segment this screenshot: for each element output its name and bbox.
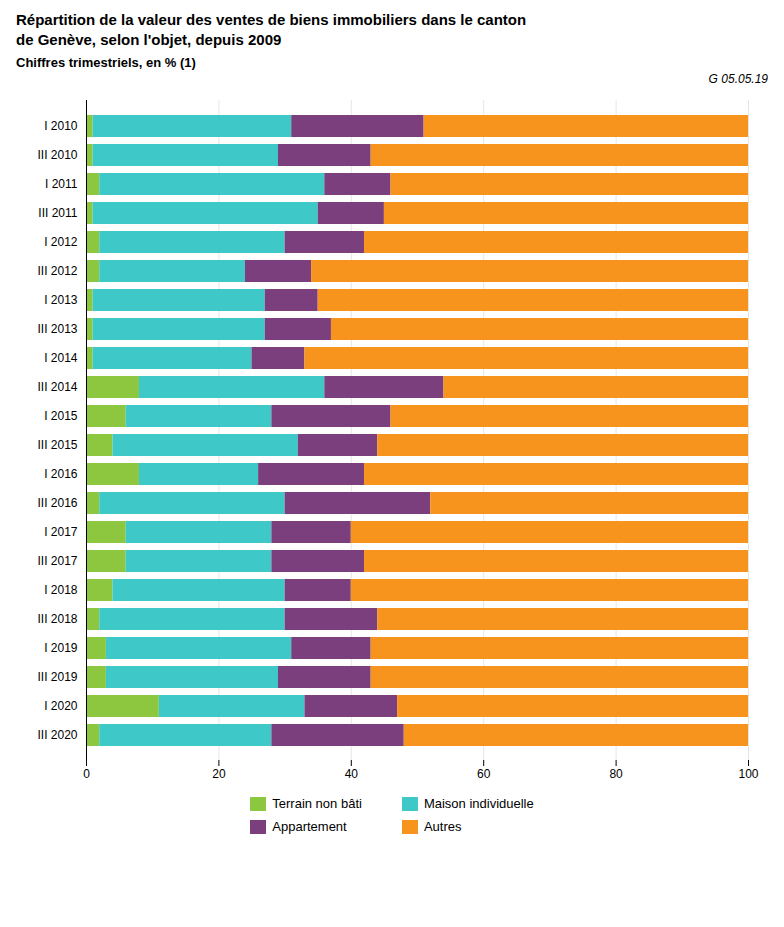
svg-text:I 2017: I 2017 [44, 525, 78, 539]
svg-text:I 2010: I 2010 [44, 119, 78, 133]
html-text:Maison individuelle: Maison individuelle [423, 796, 534, 811]
svg-text:60: 60 [477, 767, 491, 781]
svg-text:III 2012: III 2012 [37, 264, 77, 278]
html-text:G 05.05.19: G 05.05.19 [708, 72, 768, 86]
html-text:Chiffres trimestriels, en % (1: Chiffres trimestriels, en % (1) [16, 55, 196, 70]
svg-text:III 2020: III 2020 [37, 728, 77, 742]
svg-text:III 2010: III 2010 [37, 148, 77, 162]
svg-text:100: 100 [738, 767, 758, 781]
svg-text:III 2015: III 2015 [37, 438, 77, 452]
html-text:Appartement: Appartement [272, 819, 347, 834]
svg-text:20: 20 [212, 767, 226, 781]
svg-text:I 2016: I 2016 [44, 467, 78, 481]
svg-text:I 2015: I 2015 [44, 409, 78, 423]
svg-text:III 2013: III 2013 [37, 322, 77, 336]
svg-text:40: 40 [345, 767, 359, 781]
svg-text:0: 0 [83, 767, 90, 781]
html-text:Répartition de la valeur des v: Répartition de la valeur des ventes de b… [16, 11, 527, 48]
html-text:Terrain non bâti: Terrain non bâti [272, 796, 362, 811]
svg-text:III 2019: III 2019 [37, 670, 77, 684]
svg-text:III 2014: III 2014 [37, 380, 77, 394]
svg-text:I 2020: I 2020 [44, 699, 78, 713]
svg-text:III 2011: III 2011 [38, 206, 77, 220]
svg-text:III 2018: III 2018 [37, 612, 77, 626]
html-text:Autres: Autres [423, 819, 462, 834]
svg-text:I 2014: I 2014 [44, 351, 78, 365]
svg-text:I 2018: I 2018 [44, 583, 78, 597]
svg-text:80: 80 [609, 767, 623, 781]
svg-text:I 2013: I 2013 [44, 293, 78, 307]
svg-text:I 2011: I 2011 [45, 177, 78, 191]
svg-text:III 2016: III 2016 [37, 496, 77, 510]
svg-text:I 2012: I 2012 [44, 235, 78, 249]
svg-text:III 2017: III 2017 [37, 554, 77, 568]
svg-text:I 2019: I 2019 [44, 641, 78, 655]
